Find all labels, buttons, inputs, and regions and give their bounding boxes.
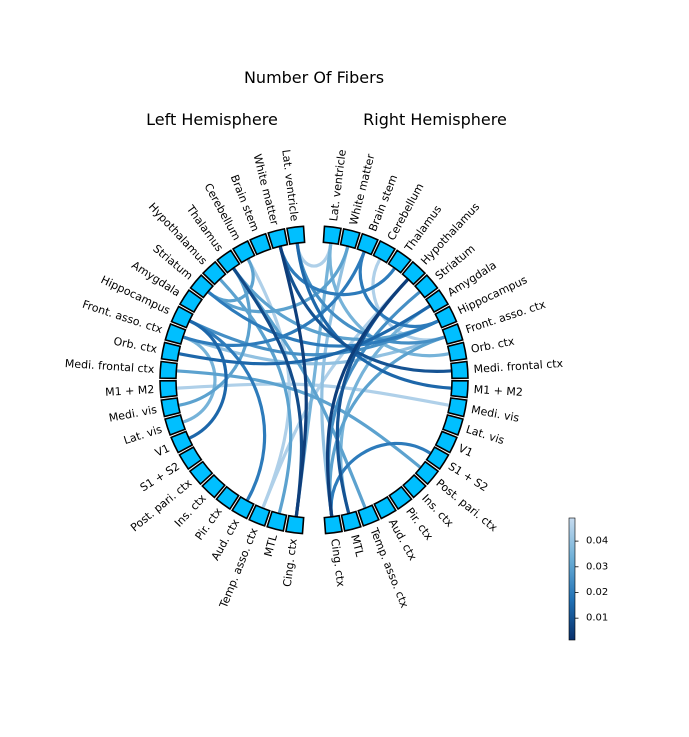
node-label-left-lat-vis: Lat. vis [122, 423, 164, 448]
node-right-white-matter [339, 227, 361, 250]
node-right-pir-ctx [388, 485, 413, 511]
node-label-right-m1-m2: M1 + M2 [473, 383, 523, 399]
colorbar-tick-label: 0.04 [586, 536, 608, 547]
node-left-thalamus [216, 249, 241, 274]
node-left-cerebellum [231, 239, 256, 264]
node-left-mtl [266, 510, 288, 532]
node-right-post-pari-ctx [414, 460, 440, 486]
colorbar-tick-label: 0.03 [586, 561, 608, 572]
node-left-medi-vis [160, 397, 181, 418]
node-right-lat-ventricle [322, 225, 342, 246]
colorbar-ticks: 0.01 0.02 0.03 0.04 [575, 536, 608, 624]
node-label-left-lat-ventricle: Lat. ventricle [279, 149, 301, 222]
node-right-aud-ctx [373, 495, 397, 520]
node-label-right-cing-ctx: Cing. ctx [328, 538, 347, 588]
node-label-right-lat-vis: Lat. vis [464, 423, 506, 448]
node-left-front-asso-ctx [164, 323, 187, 346]
node-right-thalamus [387, 249, 412, 274]
colorbar-tick-label: 0.01 [586, 613, 608, 624]
connection-l-medi-vis-to-l-thalamus [177, 267, 252, 407]
node-right-lat-vis [441, 414, 464, 436]
node-label-left-medi-vis: Medi. vis [108, 403, 158, 425]
node-right-hippocampus [434, 305, 458, 329]
connection-l-medi-frontal-ctx-to-r-post-pari-ctx [175, 369, 422, 469]
node-right-v1 [434, 430, 458, 454]
node-label-right-mtl: MTL [348, 533, 366, 559]
node-left-hypothalamus [201, 260, 227, 286]
node-left-amygdala [178, 289, 204, 314]
node-label-left-medi-frontal-ctx: Medi. frontal ctx [64, 357, 155, 376]
node-label-left-mtl: MTL [262, 532, 280, 558]
node-left-brain-stem [249, 232, 272, 256]
node-left-s1-s2 [178, 446, 203, 471]
right-hemisphere-title: Right Hemisphere [363, 110, 507, 129]
connection-l-orb-ctx-to-r-amygdala [177, 304, 432, 366]
connection-l-front-asso-ctx-to-r-brain-stem [182, 250, 366, 347]
node-right-ins-ctx [402, 473, 427, 499]
node-left-hippocampus [170, 305, 194, 329]
node-label-left-v1: V1 [153, 442, 172, 460]
figure-title: Number Of Fibers [244, 68, 384, 87]
colorbar: 0.01 0.02 0.03 0.04 [568, 517, 608, 641]
node-left-v1 [170, 430, 194, 454]
node-left-striatum [189, 274, 215, 299]
node-right-m1-m2 [450, 379, 469, 399]
connection-r-hypothalamus-to-r-cing-ctx [325, 278, 410, 518]
node-right-brain-stem [356, 232, 379, 256]
connection-l-striatum-to-r-hippocampus [207, 290, 440, 348]
node-right-striatum [413, 274, 439, 299]
connection-l-hippocampus-to-l-v1 [188, 319, 228, 440]
node-label-right-v1: V1 [456, 442, 475, 460]
node-label-right-lat-ventricle: Lat. ventricle [327, 149, 349, 222]
node-right-medi-frontal-ctx [450, 360, 469, 380]
connection-l-hippocampus-to-l-aud-ctx [188, 319, 267, 502]
node-left-lat-vis [164, 414, 187, 436]
connection-l-striatum-to-r-white-matter [207, 245, 350, 314]
node-label-left-orb-ctx: Orb. ctx [112, 335, 158, 356]
node-left-orb-ctx [160, 341, 182, 362]
node-left-m1-m2 [159, 379, 178, 399]
connection-l-white-matter-to-l-cing-ctx [278, 245, 308, 518]
node-left-lat-ventricle [286, 225, 306, 246]
node-right-front-asso-ctx [441, 323, 464, 346]
node-left-medi-frontal-ctx [159, 360, 178, 380]
node-left-white-matter [267, 227, 289, 250]
node-left-cing-ctx [285, 514, 305, 535]
node-label-left-cing-ctx: Cing. ctx [281, 537, 300, 587]
node-right-cing-ctx [323, 514, 343, 535]
node-left-temp-asso-ctx [248, 504, 271, 527]
connection-r-brain-stem-to-r-hippocampus [358, 250, 440, 329]
connection-l-white-matter-to-r-medi-frontal-ctx [278, 245, 453, 373]
node-left-pir-ctx [215, 485, 240, 511]
node-right-cerebellum [372, 239, 397, 264]
connection-r-s1-s2-to-r-cing-ctx [329, 441, 432, 518]
colorbar-gradient [568, 517, 576, 641]
node-right-temp-asso-ctx [357, 504, 380, 527]
node-right-s1-s2 [425, 446, 450, 471]
node-right-mtl [340, 510, 362, 532]
node-left-post-pari-ctx [188, 460, 214, 486]
node-left-aud-ctx [231, 495, 255, 520]
node-right-medi-vis [447, 397, 468, 418]
connection-l-front-asso-ctx-to-r-front-asso-ctx [182, 335, 446, 366]
node-label-right-medi-frontal-ctx: Medi. frontal ctx [473, 357, 564, 376]
connection-r-orb-ctx-to-r-lat-ventricle [328, 242, 451, 358]
connection-l-white-matter-to-r-thalamus [278, 245, 396, 297]
node-label-right-orb-ctx: Orb. ctx [470, 335, 516, 356]
node-label-right-medi-vis: Medi. vis [470, 403, 520, 425]
node-right-orb-ctx [446, 341, 468, 362]
connections-layer [175, 242, 453, 518]
nodes-layer [159, 225, 469, 535]
left-hemisphere-title: Left Hemisphere [146, 110, 278, 129]
node-right-hypothalamus [401, 260, 427, 286]
node-label-left-m1-m2: M1 + M2 [105, 383, 155, 399]
node-right-amygdala [424, 289, 450, 314]
colorbar-tick-label: 0.02 [586, 587, 608, 598]
connection-l-lat-vis-to-l-front-asso-ctx [181, 335, 217, 424]
node-left-ins-ctx [201, 473, 226, 499]
